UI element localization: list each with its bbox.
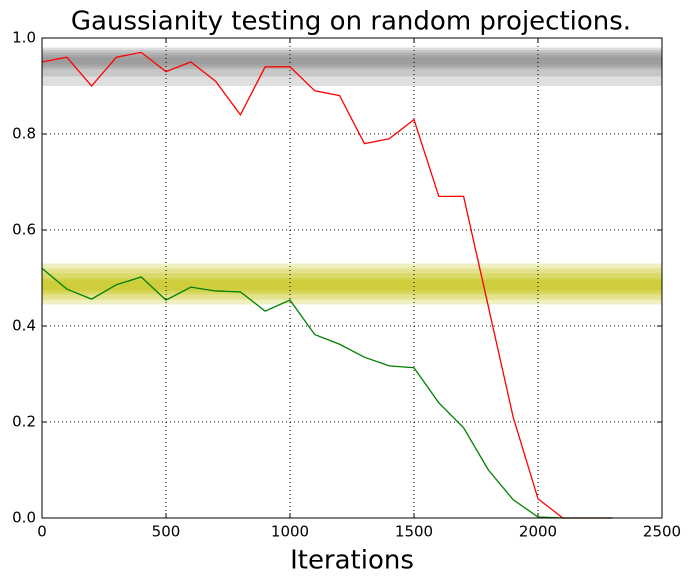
line (41, 267, 613, 519)
band (42, 280, 662, 290)
band (42, 50, 662, 77)
band (42, 263, 662, 305)
y-tick-label: 0.8 (12, 125, 36, 143)
band (42, 52, 662, 70)
x-tick-label: 500 (152, 523, 181, 541)
band (42, 273, 662, 295)
x-tick-label: 2000 (519, 523, 557, 541)
y-tick-label: 0.4 (12, 317, 36, 335)
y-tick-label: 0.2 (12, 413, 36, 431)
y-tick-label: 1.0 (12, 29, 36, 47)
x-tick-label: 2500 (643, 523, 681, 541)
band (42, 268, 662, 300)
band (42, 278, 662, 293)
chart-title: Gaussianity testing on random projection… (71, 7, 631, 37)
x-tick-label: 1000 (271, 523, 309, 541)
y-tick-label: 0.0 (12, 509, 36, 527)
x-axis-label: Iterations (290, 546, 414, 576)
band (42, 54, 662, 67)
band (42, 57, 662, 65)
x-tick-label: 1500 (395, 523, 433, 541)
band (42, 47, 662, 86)
y-tick-label: 0.6 (12, 221, 36, 239)
x-tick-label: 0 (37, 523, 47, 541)
plot-frame (41, 37, 663, 519)
line (41, 51, 613, 519)
